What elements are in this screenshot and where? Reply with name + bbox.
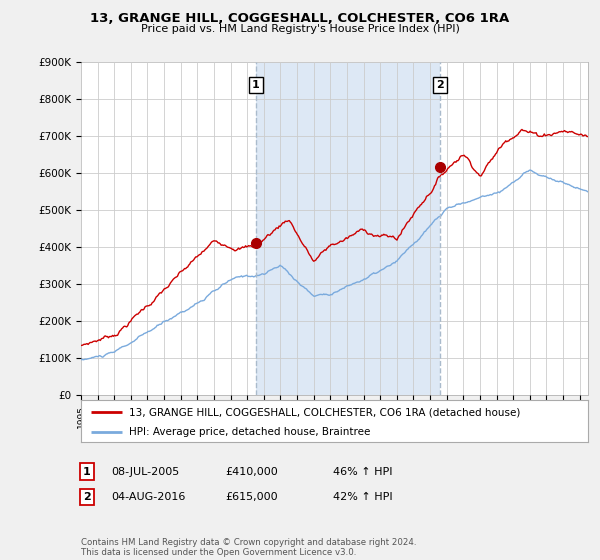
Text: 13, GRANGE HILL, COGGESHALL, COLCHESTER, CO6 1RA (detached house): 13, GRANGE HILL, COGGESHALL, COLCHESTER,… [129, 407, 521, 417]
Text: 1: 1 [252, 80, 260, 90]
Text: Price paid vs. HM Land Registry's House Price Index (HPI): Price paid vs. HM Land Registry's House … [140, 24, 460, 34]
Text: 08-JUL-2005: 08-JUL-2005 [111, 466, 179, 477]
Text: £615,000: £615,000 [225, 492, 278, 502]
Text: 2: 2 [83, 492, 91, 502]
Text: 13, GRANGE HILL, COGGESHALL, COLCHESTER, CO6 1RA: 13, GRANGE HILL, COGGESHALL, COLCHESTER,… [91, 12, 509, 25]
Text: HPI: Average price, detached house, Braintree: HPI: Average price, detached house, Brai… [129, 427, 371, 437]
Text: 1: 1 [83, 466, 91, 477]
Text: 2: 2 [436, 80, 444, 90]
Bar [256, 62, 440, 395]
Text: 42% ↑ HPI: 42% ↑ HPI [333, 492, 392, 502]
Text: £410,000: £410,000 [225, 466, 278, 477]
Text: Contains HM Land Registry data © Crown copyright and database right 2024.
This d: Contains HM Land Registry data © Crown c… [81, 538, 416, 557]
Text: 04-AUG-2016: 04-AUG-2016 [111, 492, 185, 502]
Text: 46% ↑ HPI: 46% ↑ HPI [333, 466, 392, 477]
